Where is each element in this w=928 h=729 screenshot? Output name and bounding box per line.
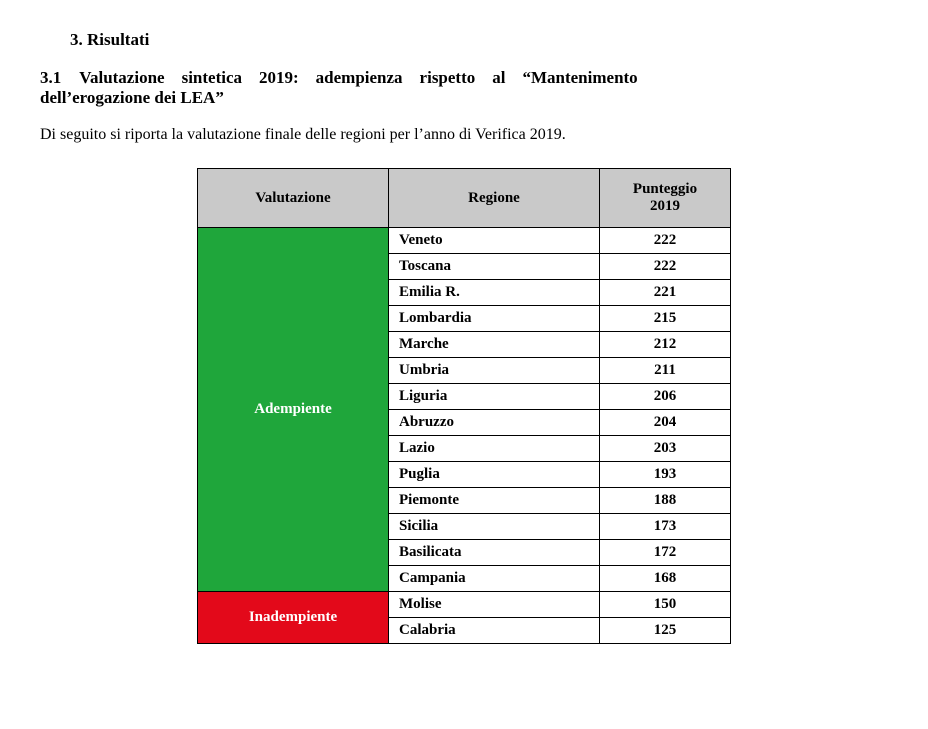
punteggio-cell: 188 bbox=[600, 488, 731, 514]
section-title: 3. Risultati bbox=[70, 30, 888, 50]
intro-paragraph: Di seguito si riporta la valutazione fin… bbox=[40, 126, 888, 144]
section-text: Risultati bbox=[87, 30, 149, 49]
regione-cell: Emilia R. bbox=[389, 280, 600, 306]
regione-cell: Lazio bbox=[389, 436, 600, 462]
punteggio-cell: 204 bbox=[600, 410, 731, 436]
subsection-line1: Valutazione sintetica 2019: adempienza r… bbox=[79, 68, 637, 87]
regione-cell: Marche bbox=[389, 332, 600, 358]
regione-cell: Umbria bbox=[389, 358, 600, 384]
regione-cell: Veneto bbox=[389, 228, 600, 254]
table-body: AdempienteVeneto222Toscana222Emilia R.22… bbox=[198, 228, 731, 644]
subsection-line2: dell’erogazione dei LEA” bbox=[40, 88, 224, 107]
punteggio-cell: 222 bbox=[600, 254, 731, 280]
regione-cell: Lombardia bbox=[389, 306, 600, 332]
th-valutazione: Valutazione bbox=[198, 169, 389, 228]
punteggio-cell: 173 bbox=[600, 514, 731, 540]
regione-cell: Liguria bbox=[389, 384, 600, 410]
regione-cell: Abruzzo bbox=[389, 410, 600, 436]
subsection-number: 3.1 bbox=[40, 68, 61, 88]
regione-cell: Puglia bbox=[389, 462, 600, 488]
valutazione-cell: Adempiente bbox=[198, 228, 389, 592]
punteggio-cell: 211 bbox=[600, 358, 731, 384]
subsection-title: 3.1 Valutazione sintetica 2019: adempienz… bbox=[40, 68, 888, 108]
punteggio-cell: 222 bbox=[600, 228, 731, 254]
regione-cell: Campania bbox=[389, 566, 600, 592]
table-row: AdempienteVeneto222 bbox=[198, 228, 731, 254]
punteggio-cell: 150 bbox=[600, 592, 731, 618]
punteggio-cell: 193 bbox=[600, 462, 731, 488]
regione-cell: Calabria bbox=[389, 618, 600, 644]
regione-cell: Molise bbox=[389, 592, 600, 618]
regione-cell: Basilicata bbox=[389, 540, 600, 566]
th-punteggio: Punteggio 2019 bbox=[600, 169, 731, 228]
valutazione-table: Valutazione Regione Punteggio 2019 Ademp… bbox=[197, 168, 731, 644]
table-row: InadempienteMolise150 bbox=[198, 592, 731, 618]
th-regione: Regione bbox=[389, 169, 600, 228]
section-number: 3. bbox=[70, 30, 83, 49]
punteggio-cell: 221 bbox=[600, 280, 731, 306]
th-punteggio-l1: Punteggio bbox=[633, 181, 697, 197]
punteggio-cell: 168 bbox=[600, 566, 731, 592]
regione-cell: Sicilia bbox=[389, 514, 600, 540]
punteggio-cell: 206 bbox=[600, 384, 731, 410]
table-header-row: Valutazione Regione Punteggio 2019 bbox=[198, 169, 731, 228]
punteggio-cell: 172 bbox=[600, 540, 731, 566]
regione-cell: Piemonte bbox=[389, 488, 600, 514]
th-punteggio-l2: 2019 bbox=[650, 198, 680, 214]
punteggio-cell: 212 bbox=[600, 332, 731, 358]
punteggio-cell: 215 bbox=[600, 306, 731, 332]
punteggio-cell: 203 bbox=[600, 436, 731, 462]
punteggio-cell: 125 bbox=[600, 618, 731, 644]
regione-cell: Toscana bbox=[389, 254, 600, 280]
valutazione-cell: Inadempiente bbox=[198, 592, 389, 644]
